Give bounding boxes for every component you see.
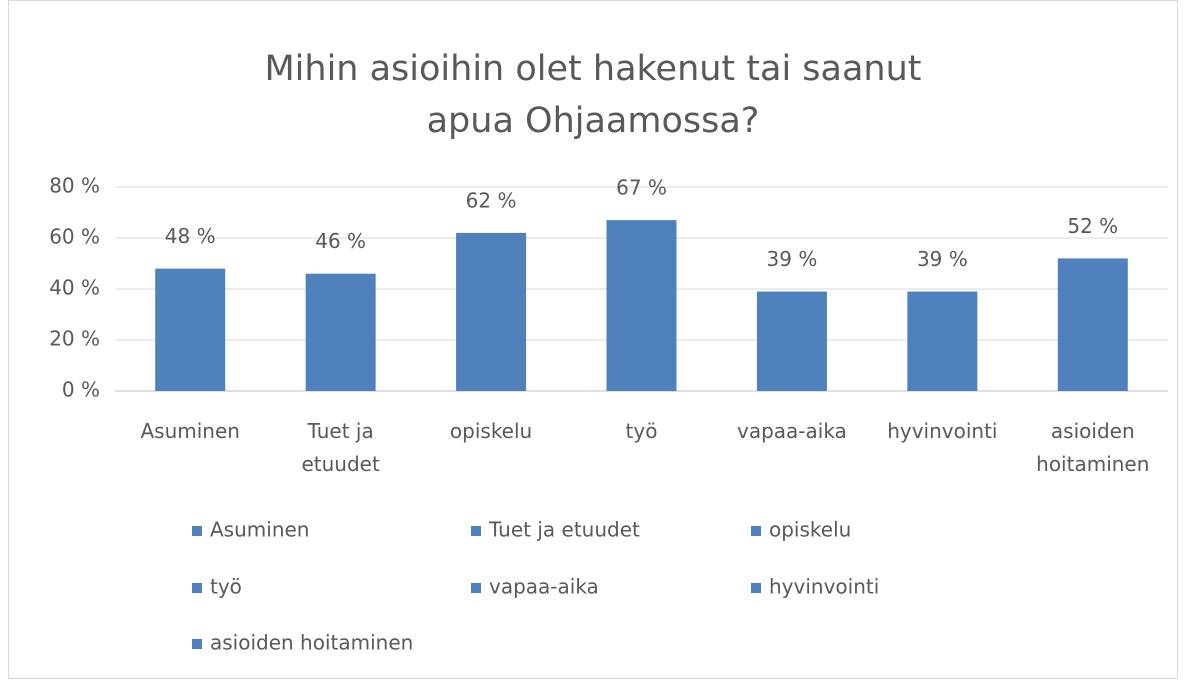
bar — [756, 291, 827, 391]
legend-swatch — [192, 639, 202, 649]
bar — [456, 232, 527, 391]
legend-label: opiskelu — [769, 518, 851, 542]
y-tick-label: 20 % — [49, 327, 100, 351]
legend-label: asioiden hoitaminen — [210, 631, 413, 655]
legend-swatch — [192, 526, 202, 536]
y-tick-label: 60 % — [49, 225, 100, 249]
x-tick-label: vapaa-aika — [737, 419, 847, 443]
legend-swatch — [471, 583, 481, 593]
bar — [155, 268, 226, 391]
legend-swatch — [192, 583, 202, 593]
x-tick-label: asioiden hoitaminen — [1036, 419, 1149, 476]
legend-label: hyvinvointi — [769, 575, 879, 599]
legend-label: Asuminen — [210, 518, 309, 542]
x-tick-label: työ — [626, 419, 658, 443]
data-label: 62 % — [466, 188, 517, 212]
bar — [305, 273, 376, 391]
legend-label: Tuet ja etuudet — [488, 518, 640, 542]
legend-label: työ — [210, 575, 242, 599]
legend-swatch — [751, 583, 761, 593]
y-tick-label: 80 % — [49, 174, 100, 198]
x-tick-label: hyvinvointi — [887, 419, 997, 443]
bar — [1057, 258, 1128, 391]
x-tick-label: Asuminen — [140, 419, 239, 443]
legend-swatch — [471, 526, 481, 536]
legend-swatch — [751, 526, 761, 536]
bar — [606, 220, 677, 391]
data-label: 39 % — [767, 247, 818, 271]
y-tick-label: 0 % — [62, 378, 100, 402]
data-label: 39 % — [917, 247, 968, 271]
data-label: 52 % — [1067, 214, 1118, 238]
x-tick-label: Tuet ja etuudet — [301, 419, 379, 476]
data-label: 46 % — [315, 229, 366, 253]
chart-title: Mihin asioihin olet hakenut tai saanut ap… — [264, 49, 921, 141]
bar — [907, 291, 978, 391]
data-label: 48 % — [165, 224, 216, 248]
x-tick-label: opiskelu — [450, 419, 532, 443]
legend-label: vapaa-aika — [489, 575, 599, 599]
y-tick-label: 40 % — [49, 276, 100, 300]
data-label: 67 % — [616, 176, 667, 200]
